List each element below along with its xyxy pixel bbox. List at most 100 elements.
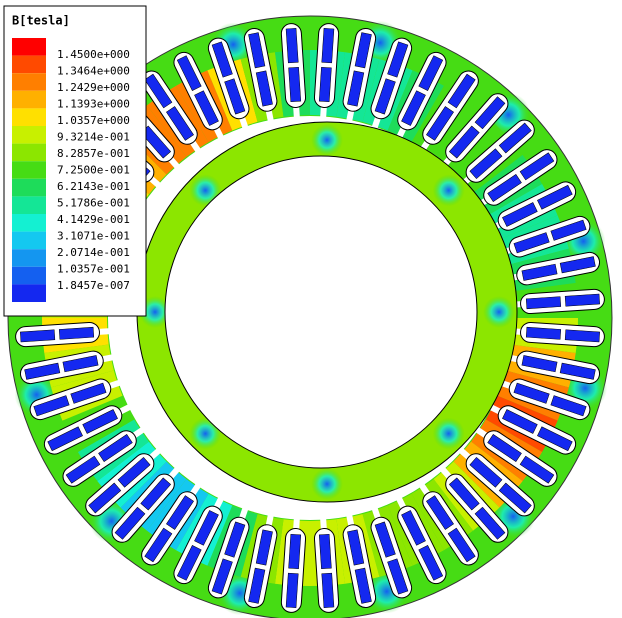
legend-label: 1.8457e-007 [57, 279, 130, 292]
conductor [347, 529, 365, 566]
conductor [513, 382, 550, 404]
legend-swatch [12, 73, 46, 91]
conductor [255, 70, 273, 107]
legend-label: 2.0714e-001 [57, 246, 130, 259]
conductor [474, 506, 506, 540]
slot [280, 517, 307, 613]
conductor [176, 55, 202, 91]
slot [19, 350, 115, 385]
legend-label: 1.0357e+000 [57, 114, 130, 127]
legend-label: 6.2143e-001 [57, 180, 130, 193]
conductor [447, 527, 476, 563]
legend-swatch [12, 126, 46, 144]
conductor [447, 73, 476, 109]
conductor [513, 232, 550, 254]
conductor [374, 521, 396, 558]
conductor [248, 567, 266, 604]
legend-label: 9.3214e-001 [57, 131, 130, 144]
conductor [194, 510, 219, 546]
legend-label: 7.2500e-001 [57, 164, 130, 177]
conductor [469, 456, 503, 488]
slot [243, 513, 278, 609]
slot [207, 37, 250, 130]
conductor [564, 329, 600, 343]
slot [207, 506, 250, 599]
conductor [144, 527, 173, 563]
slot [342, 513, 377, 609]
slot [395, 51, 447, 140]
conductor [176, 545, 202, 581]
conductor [255, 529, 273, 566]
conductor [88, 482, 122, 514]
slot [370, 37, 413, 130]
conductor [525, 326, 562, 340]
legend-swatch [12, 178, 46, 197]
conductor [537, 426, 573, 452]
legend-label: 1.2429e+000 [57, 81, 130, 94]
conductor [521, 263, 558, 281]
rotor-spot [432, 417, 465, 450]
slot [342, 27, 377, 123]
conductor [448, 125, 480, 159]
legend-swatch [12, 161, 46, 179]
slot [111, 466, 181, 543]
slot [439, 93, 509, 170]
slot [474, 426, 558, 487]
legend-swatch [12, 266, 46, 285]
slot [62, 426, 146, 487]
legend-swatch [12, 108, 46, 126]
conductor [321, 572, 335, 608]
slot [458, 119, 535, 189]
slot [370, 506, 413, 599]
conductor [117, 456, 151, 488]
legend-title: B[tesla] [12, 14, 70, 28]
legend-swatch [12, 143, 46, 162]
conductor [387, 558, 409, 595]
shaft [164, 155, 478, 469]
slot [439, 466, 509, 543]
conductor [285, 572, 299, 608]
legend-label: 1.1393e+000 [57, 98, 130, 111]
legend-label: 8.2857e-001 [57, 147, 130, 160]
conductor [58, 326, 95, 340]
conductor [550, 395, 587, 417]
conductor [354, 32, 372, 69]
conductor [502, 202, 538, 227]
slot [313, 23, 340, 119]
legend-label: 1.3464e+000 [57, 65, 130, 78]
conductor [418, 55, 444, 91]
slot [395, 496, 447, 585]
rotor-spot [189, 174, 222, 207]
slot [43, 403, 132, 455]
conductor [426, 106, 454, 141]
conductor [98, 434, 133, 462]
conductor [498, 122, 532, 154]
legend-label: 1.0357e-001 [57, 263, 130, 276]
conductor [564, 293, 600, 307]
slot [498, 215, 591, 258]
conductor [211, 41, 233, 78]
slot [15, 321, 111, 348]
conductor [559, 256, 596, 274]
conductor [24, 362, 61, 380]
conductor [498, 482, 532, 514]
legend-swatch [12, 196, 46, 214]
slot [141, 70, 202, 154]
conductor [288, 66, 302, 103]
conductor [559, 362, 596, 380]
rotor-spot [189, 417, 222, 450]
conductor [285, 28, 299, 64]
conductor [401, 90, 426, 126]
legend-label: 3.1071e-001 [57, 230, 130, 243]
legend-label: 4.1429e-001 [57, 213, 130, 226]
conductor [144, 73, 173, 109]
slot [173, 51, 225, 140]
conductor [33, 395, 70, 417]
conductor [525, 296, 562, 310]
conductor [487, 434, 522, 462]
conductor [224, 521, 246, 558]
slot [29, 378, 122, 421]
slot [85, 447, 162, 517]
conductor [487, 174, 522, 202]
